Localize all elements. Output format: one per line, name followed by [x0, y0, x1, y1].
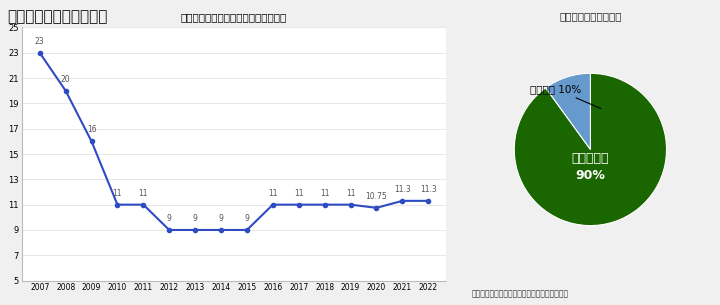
Text: 10.75: 10.75 [366, 192, 387, 201]
Wedge shape [514, 73, 667, 226]
Title: グレーチング年間出荷重量（万トン）: グレーチング年間出荷重量（万トン） [181, 13, 287, 23]
Text: 11: 11 [320, 189, 330, 198]
Text: データ元：建設工業調査会「ベース設計資料」: データ元：建設工業調査会「ベース設計資料」 [472, 290, 569, 299]
Text: 道路・歩道
90%: 道路・歩道 90% [572, 152, 609, 182]
Text: 11.3: 11.3 [394, 185, 410, 194]
Text: 9: 9 [167, 214, 171, 223]
Wedge shape [546, 73, 590, 149]
Text: 11: 11 [346, 189, 355, 198]
Text: 16: 16 [86, 125, 96, 135]
Text: グレーチングの市場規模: グレーチングの市場規模 [7, 9, 107, 24]
Text: 11: 11 [113, 189, 122, 198]
Text: 9: 9 [193, 214, 197, 223]
Title: グレーチング用途割合: グレーチング用途割合 [559, 11, 621, 21]
Text: 11: 11 [268, 189, 278, 198]
Text: 9: 9 [245, 214, 249, 223]
Text: 23: 23 [35, 37, 45, 46]
Text: 20: 20 [60, 75, 71, 84]
Text: 施設外溝 10%: 施設外溝 10% [530, 84, 600, 109]
Text: 11: 11 [138, 189, 148, 198]
Text: 11: 11 [294, 189, 304, 198]
Text: 11.3: 11.3 [420, 185, 436, 194]
Text: 9: 9 [219, 214, 223, 223]
